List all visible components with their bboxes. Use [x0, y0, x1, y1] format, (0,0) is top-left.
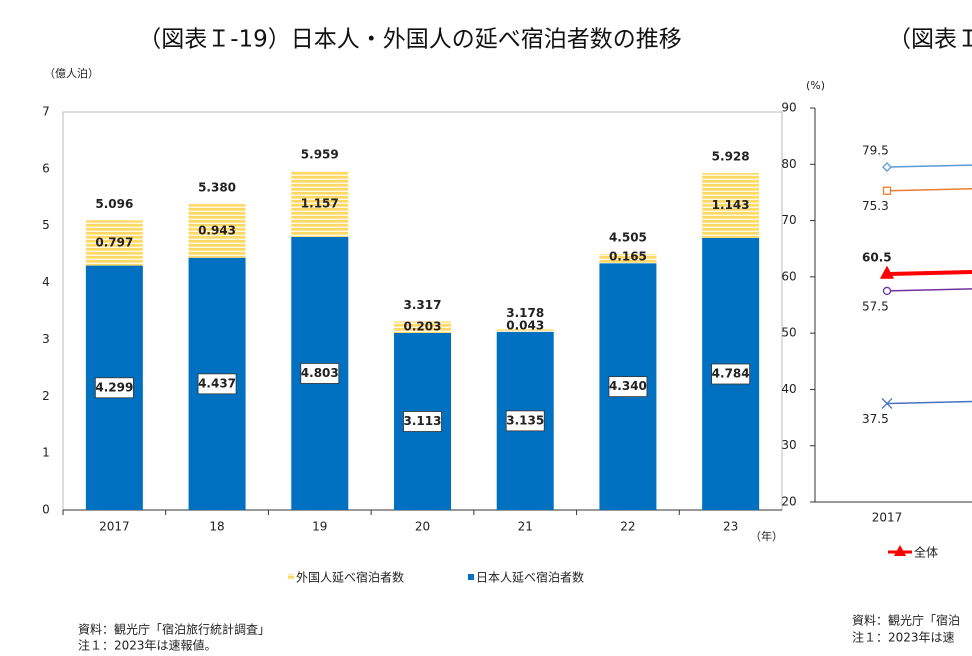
bar-segment — [599, 253, 657, 264]
y-axis-label: （億人泊） — [44, 67, 99, 80]
data-label: 4.437 — [198, 376, 236, 390]
y-tick-label: 4 — [42, 275, 50, 289]
total-label: 5.959 — [301, 148, 339, 162]
y-tick-label: 2 — [42, 389, 50, 403]
x-tick-label: 19 — [312, 520, 327, 534]
legend-marker — [894, 545, 906, 556]
total-label: 3.317 — [404, 298, 442, 312]
label-box — [608, 376, 648, 398]
x-tick-label: 2017 — [872, 511, 903, 525]
data-label: 60.5 — [862, 251, 892, 265]
y-tick-label: 30 — [781, 438, 796, 452]
data-label: 57.5 — [862, 299, 889, 313]
label-box — [197, 373, 237, 395]
total-label: 5.096 — [95, 197, 133, 211]
source-note: 資料：観光庁「宿泊 — [852, 613, 960, 628]
line-stub — [886, 288, 972, 292]
y-tick-label: 7 — [42, 105, 50, 119]
legend-label: 外国人延べ宿泊者数 — [296, 570, 404, 585]
data-label: 4.803 — [301, 366, 339, 380]
data-label: 3.135 — [506, 413, 544, 427]
note: 注１：2023年は速 — [852, 630, 955, 645]
data-label: 4.784 — [712, 366, 750, 380]
y-tick-label: 70 — [781, 213, 796, 227]
label-box — [300, 363, 340, 384]
line-stub — [886, 187, 972, 192]
y-tick-label: 60 — [781, 269, 796, 283]
chart-title: （図表Ｉ-19）日本人・外国人の延べ宿泊者数の推移 — [138, 27, 682, 53]
x-tick-label: 22 — [620, 520, 635, 534]
label-box — [94, 377, 134, 399]
line-stub — [886, 164, 972, 168]
data-label: 0.943 — [198, 223, 236, 237]
total-label: 4.505 — [609, 230, 647, 244]
legend-label: 日本人延べ宿泊者数 — [476, 570, 584, 585]
y-axis-label: (%) — [806, 79, 825, 92]
data-label: 0.203 — [404, 320, 442, 334]
legend-swatch — [468, 574, 474, 580]
line-stub — [886, 270, 972, 277]
data-label: 4.299 — [95, 380, 133, 394]
total-label: 5.380 — [198, 181, 236, 195]
bar-segment — [291, 171, 349, 237]
line-stub — [886, 400, 972, 405]
label-box — [711, 363, 751, 385]
data-label: 3.113 — [404, 414, 442, 428]
y-tick-label: 5 — [42, 218, 50, 232]
data-label: 37.5 — [862, 412, 889, 426]
label-box — [403, 411, 442, 432]
y-tick-label: 40 — [781, 382, 796, 396]
y-tick-label: 6 — [42, 161, 50, 175]
data-label: 0.043 — [506, 318, 544, 332]
marker — [882, 186, 892, 195]
bar-segment — [496, 329, 554, 332]
bar-segment — [85, 220, 143, 266]
data-label: 0.797 — [95, 235, 133, 249]
y-tick-label: 50 — [781, 326, 796, 340]
y-tick-label: 80 — [781, 157, 796, 171]
marker — [879, 265, 895, 279]
data-label: 1.157 — [301, 197, 339, 211]
data-label: 79.5 — [862, 144, 889, 158]
y-tick-label: 20 — [781, 495, 796, 509]
x-tick-label: 18 — [209, 520, 224, 534]
label-box — [505, 410, 545, 432]
marker — [882, 162, 892, 173]
y-tick-label: 0 — [42, 503, 50, 517]
data-label: 1.143 — [712, 198, 750, 212]
data-label: 75.3 — [862, 199, 889, 213]
source-note: 資料：観光庁「宿泊旅行統計調査」 — [78, 622, 270, 637]
x-tick-label: 23 — [723, 520, 738, 534]
bar-segment — [188, 204, 246, 258]
y-tick-label: 1 — [42, 446, 50, 460]
x-axis-label: （年） — [750, 529, 783, 543]
data-label: 4.340 — [609, 379, 647, 393]
chart-title: （図表Ｉ — [888, 27, 972, 53]
x-tick-label: 21 — [518, 520, 533, 534]
note: 注１：2023年は速報値。 — [78, 638, 217, 653]
data-label: 0.165 — [609, 250, 647, 264]
x-tick-label: 20 — [415, 520, 430, 534]
y-tick-label: 90 — [781, 101, 796, 115]
total-label: 5.928 — [712, 149, 750, 163]
y-tick-label: 3 — [42, 332, 50, 346]
total-label: 3.178 — [506, 306, 544, 320]
x-tick-label: 2017 — [99, 520, 130, 534]
legend-label: 全体 — [914, 545, 938, 560]
bar-segment — [702, 173, 760, 238]
legend-swatch — [288, 574, 294, 580]
marker — [881, 398, 893, 409]
marker — [882, 286, 892, 296]
bar-segment — [394, 321, 451, 334]
